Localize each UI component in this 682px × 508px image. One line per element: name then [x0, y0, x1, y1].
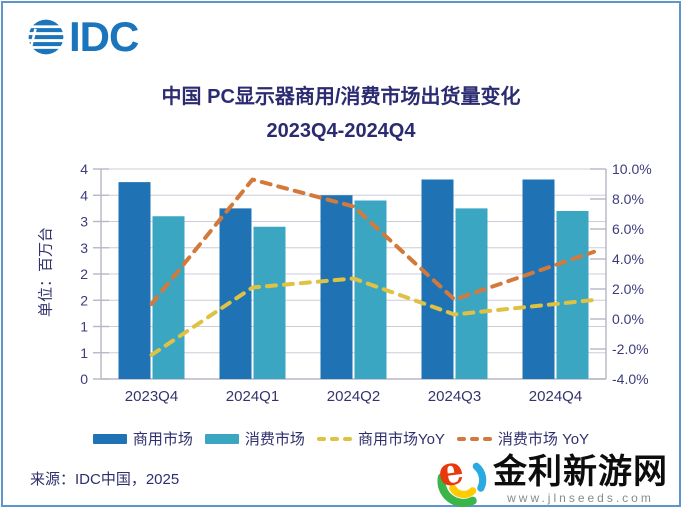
left-tick-label: 2 — [80, 266, 88, 282]
consumer-bar-swatch-icon — [204, 433, 239, 444]
bar-消费市场-2024Q2 — [354, 200, 387, 379]
right-tick-label: -4.0% — [612, 371, 649, 387]
right-tick-label: 10.0% — [612, 161, 652, 177]
left-tick-label: 4 — [80, 187, 88, 203]
left-tick-label: 4 — [80, 161, 88, 177]
bar-商用市场-2024Q4 — [522, 179, 555, 379]
chart-legend: 商用市场 消费市场 商用市场YoY 消费市场 YoY — [0, 428, 682, 449]
combo-chart: 0 1 1 2 2 3 3 4 4 -4.0% -2.0% 0.0% 2.0% 4.0% 6.0% 8.0% 1… — [80, 161, 652, 405]
left-tick-label: 0 — [80, 371, 88, 387]
commercial-yoy-line-swatch-icon — [316, 436, 352, 441]
site-name: 金利新游网 — [493, 452, 668, 491]
right-tick-label: 8.0% — [612, 191, 644, 207]
bar-消费市场-2024Q3 — [455, 208, 488, 379]
bar-商用市场-2024Q2 — [320, 195, 353, 379]
bar-商用市场-2023Q4 — [118, 182, 151, 379]
bar-商用市场-2024Q1 — [219, 208, 252, 379]
legend-dash — [316, 436, 326, 441]
left-tick-label: 2 — [80, 292, 88, 308]
legend-label: 消费市场 — [244, 431, 305, 448]
right-tick-label: 6.0% — [612, 221, 644, 237]
legend-item-consumer-yoy: 消费市场 YoY — [456, 428, 590, 449]
left-tick-label: 3 — [80, 214, 88, 230]
right-tick-label: 0.0% — [612, 311, 644, 327]
idc-globe-icon — [28, 19, 64, 55]
bar-消费市场-2024Q1 — [253, 226, 286, 379]
left-tick-label: 1 — [80, 319, 88, 335]
right-tick-label: -2.0% — [612, 341, 649, 357]
consumer-yoy-line-swatch-icon — [456, 436, 492, 441]
legend-label: 商用市场YoY — [357, 431, 445, 448]
line-商用市场YoY — [149, 276, 596, 357]
chart-title-line1: 中国 PC显示器商用/消费市场出货量变化 — [161, 86, 521, 108]
chart-title: 中国 PC显示器商用/消费市场出货量变化 2023Q4-2024Q4 — [0, 80, 682, 148]
legend-dash — [342, 436, 352, 441]
x-axis-label: 2024Q4 — [529, 388, 582, 405]
x-axis-label: 2024Q2 — [327, 388, 380, 405]
x-axis-label: 2024Q1 — [226, 388, 279, 405]
site-url: www.jlnseeds.com — [507, 490, 654, 505]
legend-label: 商用市场 — [132, 431, 193, 448]
bar-消费市场-2024Q4 — [556, 211, 589, 379]
legend-label: 消费市场 YoY — [497, 431, 590, 448]
x-axis-label: 2024Q3 — [428, 388, 481, 405]
idc-logo-text: IDC — [69, 13, 139, 60]
commercial-bar-swatch-icon — [92, 433, 127, 444]
idc-logo: IDC — [28, 13, 139, 60]
line-消费市场 YoY — [149, 177, 596, 306]
legend-dash — [456, 436, 466, 441]
site-logo-icon: e — [435, 450, 487, 507]
left-tick-label: 1 — [80, 345, 88, 361]
legend-dash — [329, 436, 339, 441]
right-tick-label: 4.0% — [612, 251, 644, 267]
legend-item-consumer: 消费市场 — [204, 428, 305, 449]
x-axis-label: 2023Q4 — [125, 388, 178, 405]
svg-text:e: e — [435, 450, 467, 496]
legend-item-commercial-yoy: 商用市场YoY — [316, 428, 445, 449]
legend-dash — [482, 436, 492, 441]
left-tick-label: 3 — [80, 240, 88, 256]
legend-dash — [469, 436, 479, 441]
chart-title-line2: 2023Q4-2024Q4 — [266, 120, 416, 142]
site-watermark: e 金利新游网 www.jlnseeds.com — [431, 450, 668, 508]
right-tick-label: 2.0% — [612, 281, 644, 297]
legend-item-commercial: 商用市场 — [92, 428, 193, 449]
bar-商用市场-2024Q3 — [421, 179, 454, 379]
source-note: 来源：IDC中国，2025 — [30, 471, 180, 488]
